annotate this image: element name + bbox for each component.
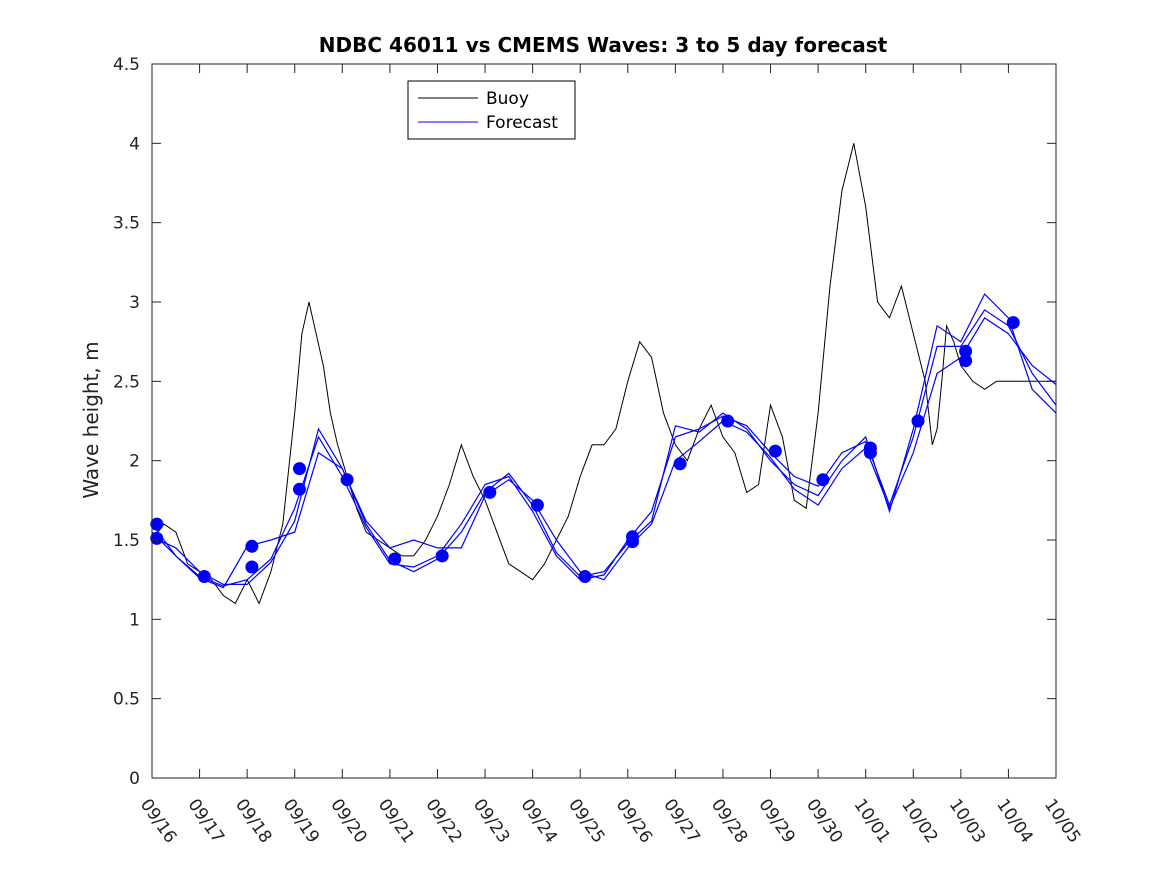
forecast-marker <box>959 344 973 358</box>
x-tick-label: 09/27 <box>659 795 703 847</box>
buoy-series-line <box>152 143 1056 605</box>
forecast-marker <box>197 570 211 583</box>
y-tick-label: 3 <box>129 293 140 313</box>
forecast-marker <box>293 482 306 496</box>
x-tick-label: 09/22 <box>421 795 465 847</box>
forecast-marker <box>816 473 830 487</box>
y-tick-label: 4 <box>129 134 140 154</box>
x-tick-label: 09/17 <box>183 795 227 847</box>
forecast-marker <box>388 552 402 566</box>
forecast-marker <box>768 444 782 458</box>
forecast-marker <box>150 531 164 545</box>
x-tick-label: 09/23 <box>469 795 513 847</box>
y-tick-label: 2.5 <box>113 372 140 392</box>
x-tick-label: 10/05 <box>1040 795 1084 847</box>
forecast-marker <box>863 446 877 460</box>
x-tick-label: 10/04 <box>992 795 1036 847</box>
plot-background <box>152 64 1056 778</box>
chart-title: NDBC 46011 vs CMEMS Waves: 3 to 5 day fo… <box>319 33 888 57</box>
legend-box <box>407 80 576 140</box>
forecast-marker <box>911 414 925 428</box>
forecast-series-line-3 <box>152 317 1056 589</box>
y-tick-label: 1.5 <box>113 531 140 551</box>
x-tick-label: 09/26 <box>612 795 656 847</box>
x-tick-label: 09/19 <box>279 795 323 847</box>
x-tick-label: 09/30 <box>802 795 846 847</box>
x-tick-label: 09/29 <box>754 795 798 847</box>
x-tick-label: 09/28 <box>707 795 751 847</box>
forecast-marker <box>673 457 687 471</box>
y-axis-label: Wave height, m <box>79 341 103 498</box>
x-tick-label: 10/03 <box>945 795 989 847</box>
legend-forecast-label: Forecast <box>486 113 558 133</box>
forecast-marker <box>435 549 449 563</box>
y-tick-label: 1 <box>129 610 140 630</box>
forecast-marker <box>530 498 544 512</box>
y-tick-label: 0.5 <box>113 690 140 710</box>
forecast-marker <box>340 473 354 487</box>
forecast-marker <box>721 414 735 428</box>
x-tick-label: 10/02 <box>897 795 941 847</box>
forecast-marker <box>293 462 306 476</box>
y-tick-label: 4.5 <box>113 55 140 75</box>
x-tick-label: 09/24 <box>517 795 561 847</box>
plot-area: 0 0.5 1 1.5 2 2.5 3 3.5 4 4.5 09/16 09/17 09/18 09/19… <box>113 55 1084 847</box>
forecast-marker <box>1006 316 1020 330</box>
legend: Buoy Forecast <box>407 80 576 140</box>
forecast-marker <box>578 570 592 583</box>
forecast-marker <box>483 485 497 499</box>
y-tick-label: 2 <box>129 452 140 472</box>
x-tick-label: 10/01 <box>850 795 894 847</box>
x-tick-label: 09/25 <box>564 795 608 847</box>
forecast-marker <box>150 517 164 531</box>
axes-box <box>151 63 1057 779</box>
x-tick-label: 09/16 <box>136 795 180 847</box>
legend-buoy-label: Buoy <box>486 89 529 109</box>
y-tick-label: 0 <box>129 769 140 789</box>
x-tick-label: 09/21 <box>374 795 418 847</box>
forecast-marker <box>245 539 259 553</box>
x-tick-label: 09/18 <box>231 795 275 847</box>
x-tick-label: 09/20 <box>326 795 370 847</box>
y-tick-label: 3.5 <box>113 214 140 234</box>
forecast-marker <box>959 354 973 368</box>
forecast-marker <box>245 560 259 574</box>
forecast-marker <box>626 535 639 549</box>
